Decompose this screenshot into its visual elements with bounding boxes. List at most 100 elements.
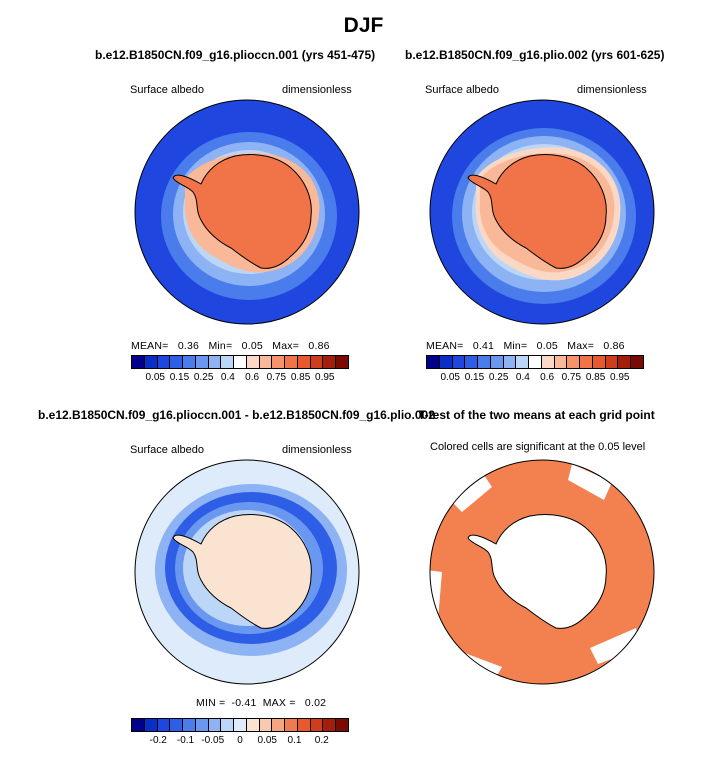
panel-3-colorbar-cell xyxy=(132,719,145,731)
panel-1-colorbar-tick-label: 0.75 xyxy=(266,372,287,383)
panel-1-units-label: dimensionless xyxy=(282,84,352,96)
panel-1-colorbar-cell xyxy=(297,356,311,368)
panel-2-max-label: Max= xyxy=(567,340,595,352)
panel-1-stats: MEAN= 0.36 Min= 0.05 Max= 0.86 xyxy=(131,340,330,352)
panel-2-colorbar-cell xyxy=(465,356,479,368)
panel-2-colorbar-cell xyxy=(478,356,491,368)
panel-3-colorbar-tick-label: 0 xyxy=(237,735,243,746)
panel-3-colorbar-tick-label: 0.05 xyxy=(257,735,277,746)
panel-2-units-label: dimensionless xyxy=(577,84,647,96)
panel-1-colorbar-cell xyxy=(285,356,298,368)
panel-2-colorbar-cell xyxy=(631,356,644,368)
panel-1-colorbar xyxy=(131,355,349,369)
panel-2-map xyxy=(429,99,655,325)
panel-1-antarctica xyxy=(172,154,312,269)
panel-1-colorbar-cell xyxy=(234,356,247,368)
panel-4-map xyxy=(429,459,655,685)
panel-2-colorbar-tick-label: 0.85 xyxy=(585,372,606,383)
panel-1-colorbar-cell xyxy=(246,356,260,368)
panel-1-colorbar-cell xyxy=(272,356,286,368)
panel-2-colorbar-cell xyxy=(580,356,593,368)
panel-2-variable-label: Surface albedo xyxy=(425,84,499,96)
panel-2-title: b.e12.B1850CN.f09_g16.plio.002 (yrs 601-… xyxy=(405,48,665,62)
panel-2-colorbar-cell xyxy=(503,356,517,368)
panel-3-max-label: MAX = xyxy=(262,697,296,709)
panel-3-colorbar-cell xyxy=(336,719,349,731)
panel-2-colorbar-tick-label: 0.6 xyxy=(540,372,555,383)
panel-3-colorbar-cell xyxy=(246,719,260,731)
panel-2-colorbar-cell xyxy=(567,356,581,368)
panel-3-colorbar-cell xyxy=(297,719,311,731)
panel-2-mean-label: MEAN= xyxy=(426,340,464,352)
panel-1-mean-value: 0.36 xyxy=(177,340,200,352)
panel-2-colorbar-cell xyxy=(516,356,530,368)
panel-1-max-label: Max= xyxy=(272,340,300,352)
panel-3-stats: MIN = -0.41 MAX = 0.02 xyxy=(196,697,326,709)
panel-3-colorbar-cell xyxy=(144,719,158,731)
panel-2-colorbar-cell xyxy=(439,356,453,368)
panel-1-min-label: Min= xyxy=(208,340,233,352)
panel-3-colorbar-tick-label: 0.1 xyxy=(287,735,302,746)
panel-1-title: b.e12.B1850CN.f09_g16.plioccn.001 (yrs 4… xyxy=(95,48,376,62)
panel-3-colorbar-tick-label: -0.1 xyxy=(176,735,195,746)
panel-2-colorbar-cell xyxy=(592,356,606,368)
panel-1-colorbar-cell xyxy=(195,356,209,368)
panel-4-insignificant-ne xyxy=(568,464,612,500)
panel-4-significance-note: Colored cells are significant at the 0.0… xyxy=(430,441,646,453)
panel-1-colorbar-tick-label: 0.25 xyxy=(193,372,214,383)
panel-2-colorbar-ticks: 0.05 0.15 0.25 0.4 0.6 0.75 0.85 0.95 xyxy=(426,372,644,384)
panel-2-max-value: 0.86 xyxy=(603,340,625,352)
panel-2-colorbar-tick-label: 0.95 xyxy=(610,372,630,383)
panel-3-colorbar-tick-label: -0.2 xyxy=(149,735,167,746)
panel-2-colorbar-cell xyxy=(618,356,632,368)
panel-2-colorbar xyxy=(426,355,644,369)
panel-2-min-value: 0.05 xyxy=(536,340,558,352)
panel-3-colorbar-tick-label: -0.05 xyxy=(201,735,225,746)
panel-1-colorbar-cell xyxy=(144,356,158,368)
panel-3-colorbar-cell xyxy=(234,719,247,731)
panel-2-antarctica xyxy=(467,154,607,269)
panel-1-max-value: 0.86 xyxy=(308,340,330,352)
panel-3-colorbar-ticks: -0.2 -0.1 -0.05 0 0.05 0.1 0.2 xyxy=(131,735,349,747)
panel-1-colorbar-tick-label: 0.95 xyxy=(315,372,335,383)
panel-1-colorbar-cell xyxy=(323,356,337,368)
panel-2-colorbar-tick-label: 0.05 xyxy=(440,372,460,383)
panel-4-insignificant-sw xyxy=(430,570,442,620)
panel-3-colorbar-cell xyxy=(170,719,184,731)
panel-1-colorbar-tick-label: 0.15 xyxy=(169,372,190,383)
panel-4-insignificant-se xyxy=(590,628,642,664)
panel-2-mean-value: 0.41 xyxy=(472,340,495,352)
panel-1-colorbar-tick-label: 0.6 xyxy=(245,372,260,383)
panel-1-colorbar-cell xyxy=(157,356,171,368)
panel-3-colorbar-cell xyxy=(259,719,273,731)
panel-3-colorbar-cell xyxy=(272,719,286,731)
panel-3-title: b.e12.B1850CN.f09_g16.plioccn.001 - b.e1… xyxy=(38,408,435,422)
panel-3-colorbar-cell xyxy=(221,719,235,731)
panel-3-colorbar-tick-label: 0.2 xyxy=(314,735,329,746)
panel-1-colorbar-cell xyxy=(183,356,196,368)
panel-2-colorbar-cell xyxy=(529,356,542,368)
panel-1-colorbar-cell xyxy=(336,356,349,368)
panel-2-colorbar-tick-label: 0.25 xyxy=(488,372,509,383)
panel-3-min-label: MIN = xyxy=(196,697,226,709)
panel-2-colorbar-tick-label: 0.4 xyxy=(515,372,530,383)
panel-3-colorbar-cell xyxy=(183,719,196,731)
panel-2-colorbar-cell xyxy=(554,356,568,368)
panel-1-colorbar-cell xyxy=(310,356,324,368)
panel-3-colorbar xyxy=(131,718,349,732)
panel-1-colorbar-cell xyxy=(221,356,235,368)
panel-1-min-value: 0.05 xyxy=(241,340,263,352)
panel-4-antarctica xyxy=(467,514,607,629)
panel-2-min-label: Min= xyxy=(503,340,528,352)
panel-3-colorbar-cell xyxy=(323,719,337,731)
panel-1-colorbar-tick-label: 0.85 xyxy=(290,372,311,383)
panel-3-antarctica xyxy=(172,514,312,629)
panel-3-min-value: -0.41 xyxy=(231,697,257,709)
panel-3-colorbar-cell xyxy=(285,719,298,731)
panel-1-colorbar-tick-label: 0.05 xyxy=(145,372,165,383)
panel-1-colorbar-ticks: 0.05 0.15 0.25 0.4 0.6 0.75 0.85 0.95 xyxy=(131,372,349,384)
panel-3-colorbar-cell xyxy=(157,719,171,731)
panel-3-variable-label: Surface albedo xyxy=(130,444,204,456)
panel-2-colorbar-cell xyxy=(427,356,440,368)
panel-1-colorbar-tick-label: 0.4 xyxy=(220,372,235,383)
